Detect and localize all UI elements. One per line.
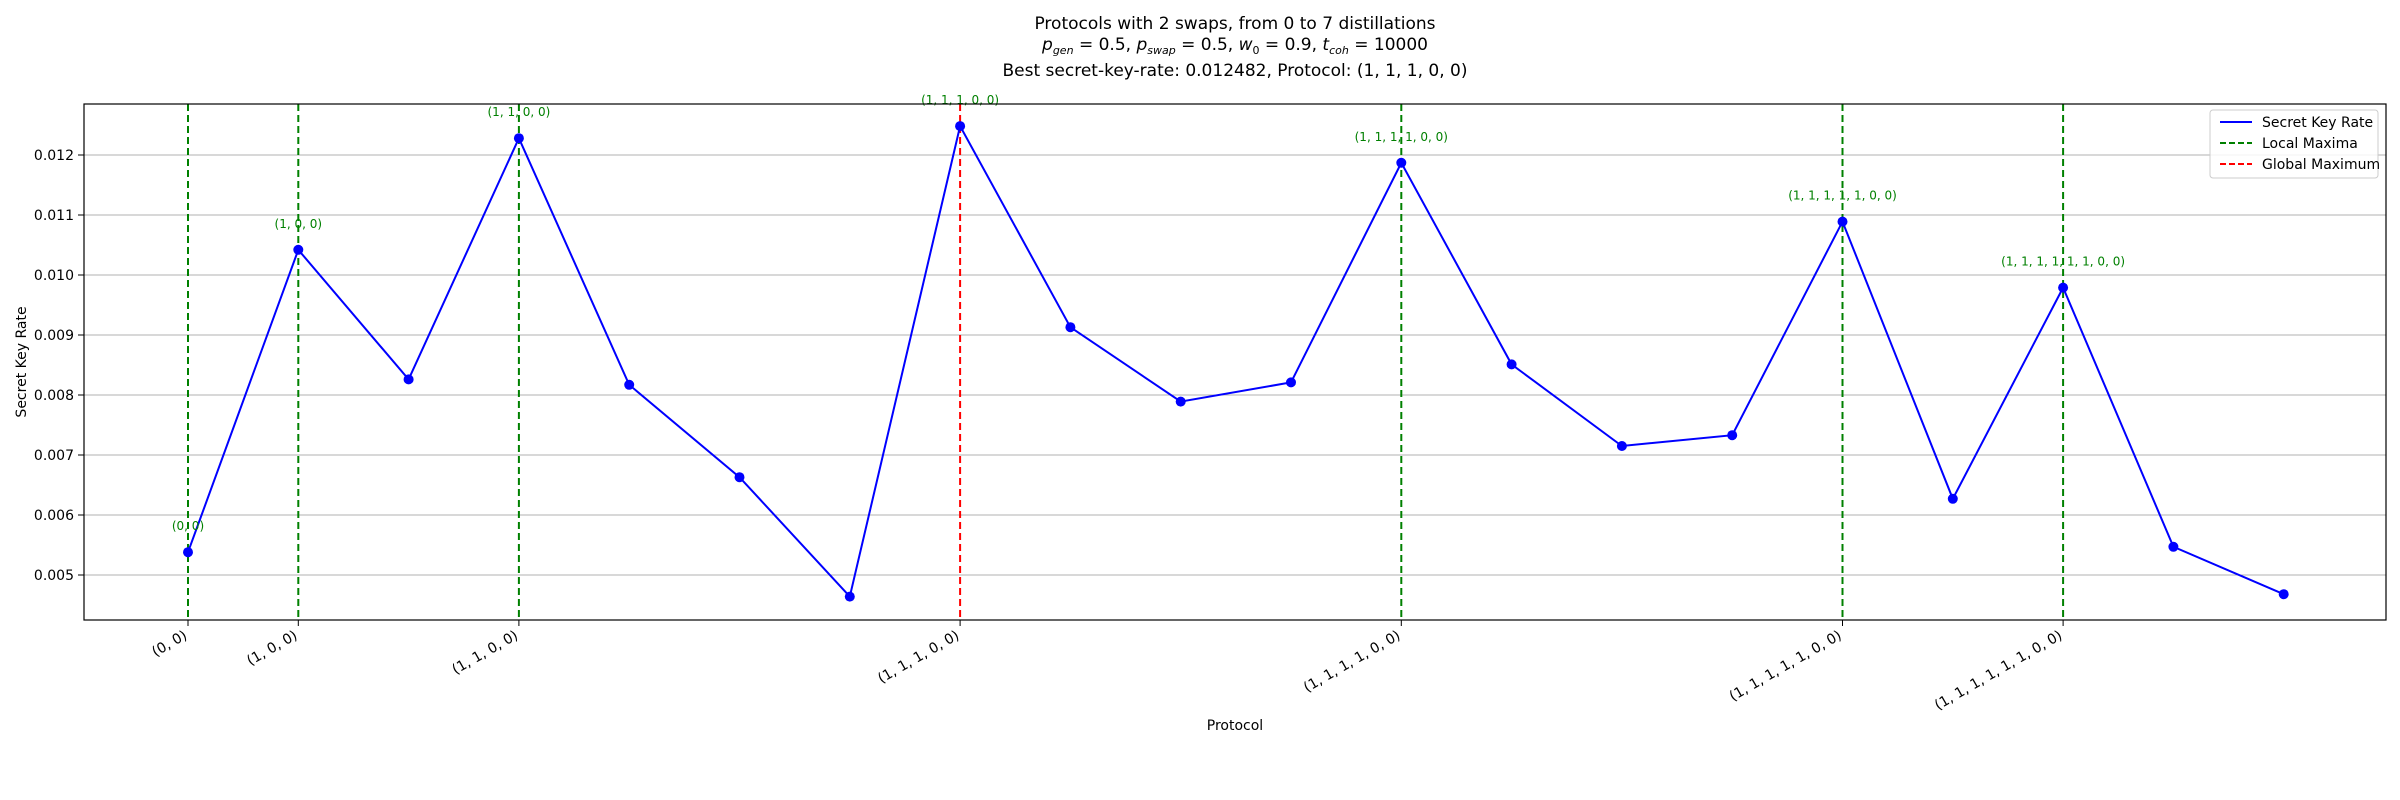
data-point [2168,541,2179,552]
chart-title-line-1: Protocols with 2 swaps, from 0 to 7 dist… [1034,14,1435,34]
data-point [844,591,855,602]
y-tick-label: 0.008 [34,388,74,404]
x-tick-label: (1, 0, 0) [244,628,300,670]
plot-frame [83,103,2387,621]
data-point [183,547,193,558]
data-point [1396,157,1407,168]
legend-label: Local Maxima [2262,136,2358,152]
data-point [1616,441,1627,451]
legend-box [2209,109,2379,179]
maximum-annotation: (0, 0) [172,519,204,533]
x-tick-label: (1, 1, 1, 1, 0, 0) [1301,628,1403,696]
legend-label: Global Maximum [2262,157,2380,173]
maximum-annotation: (1, 1, 1, 1, 0, 0) [1355,130,1448,144]
data-point [2058,282,2069,293]
chart-title-line-3: Best secret-key-rate: 0.012482, Protocol… [1003,61,1468,81]
data-point [955,121,966,132]
y-tick-label: 0.010 [34,268,74,284]
data-point [1175,396,1186,407]
x-axis-label: Protocol [1207,718,1263,734]
legend-label: Secret Key Rate [2262,115,2373,131]
data-point [734,472,745,483]
annotation-layer: (0, 0) (1, 0, 0) (1, 1, 0, 0) (1, 1, 1, 0, … [172,93,2125,533]
y-axis-label: Secret Key Rate [14,306,30,417]
data-point [513,133,524,144]
data-point [1837,216,1848,227]
data-point [1286,377,1296,388]
x-tick-label: (1, 1, 1, 1, 1, 0, 0) [1727,628,1845,705]
y-tick-label: 0.009 [34,328,74,344]
data-point [1065,322,1076,333]
maximum-annotation: (1, 1, 1, 1, 1, 0, 0) [1788,189,1897,203]
marker-lines-layer [187,104,2065,620]
legend: Secret Key Rate Local Maxima Global Maximu… [2209,109,2380,179]
y-tick-label: 0.007 [34,448,74,464]
data-point [1947,493,1958,504]
y-tick-label: 0.005 [34,568,74,584]
grid-layer [84,154,2386,576]
x-tick-label: (1, 1, 1, 0, 0) [875,628,962,687]
data-point [403,374,414,385]
data-point [1727,430,1738,441]
maximum-annotation: (1, 0, 0) [275,217,323,231]
chart-title-line-2: pgen = 0.5, pswap = 0.5, w0 = 0.9, tcoh … [1041,35,1428,57]
x-tick-label: (1, 1, 0, 0) [449,628,520,678]
series-line-secret-key-rate [187,123,2285,599]
data-point [2278,589,2289,600]
data-point [624,379,635,390]
x-tick-label: (0, 0) [149,628,190,661]
maximum-annotation: (1, 1, 1, 1, 1, 1, 0, 0) [2001,255,2125,269]
maximum-annotation: (1, 1, 0, 0) [488,105,551,119]
maximum-annotation: (1, 1, 1, 0, 0) [921,93,999,107]
data-point [293,244,304,255]
data-point [1506,359,1517,370]
x-tick-label: (1, 1, 1, 1, 1, 1, 0, 0) [1932,628,2065,714]
y-tick-label: 0.011 [34,208,74,224]
axis-layer: 0.005 0.006 0.007 0.008 0.009 0.010 0.011 0.012… [34,148,2065,714]
y-tick-label: 0.012 [34,148,74,164]
y-tick-label: 0.006 [34,508,74,524]
series-layer [183,121,2289,602]
